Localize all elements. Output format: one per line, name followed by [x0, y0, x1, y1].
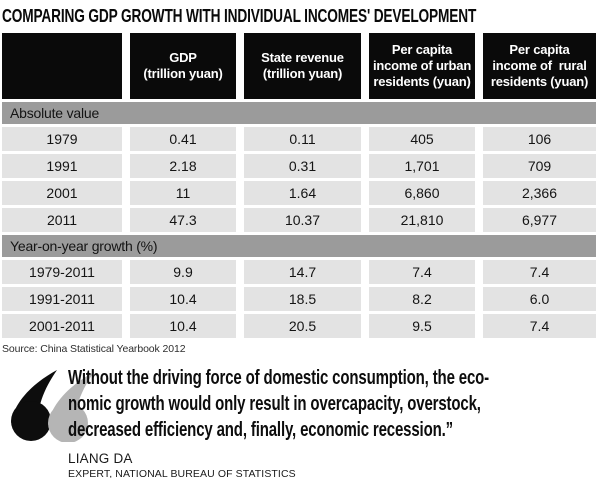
header-line: income of urban: [372, 58, 472, 73]
value-cell: 7.4: [483, 314, 596, 338]
value-cell: 7.4: [483, 260, 596, 284]
value-cell: 7.4: [369, 260, 475, 284]
header-line: (trillion yuan): [262, 66, 343, 81]
value-cell: 709: [483, 154, 596, 178]
row-label-cell: 1979-2011: [2, 260, 122, 284]
value-cell: 11: [130, 181, 236, 205]
value-cell: 1.64: [244, 181, 361, 205]
header-line: Per capita: [509, 42, 570, 57]
quote-block: Without the driving force of domestic co…: [0, 365, 600, 478]
header-cell-gdp: GDP (trillion yuan): [130, 33, 236, 99]
quote-author: LIANG DA: [68, 451, 133, 466]
value-cell: 0.41: [130, 127, 236, 151]
value-cell: 106: [483, 127, 596, 151]
source-note: Source: China Statistical Yearbook 2012: [2, 343, 186, 355]
row-label-cell: 2011: [2, 208, 122, 232]
header-cell-rural-income: Per capita income of rural residents (yu…: [483, 33, 596, 99]
value-cell: 0.11: [244, 127, 361, 151]
row-label-cell: 1991-2011: [2, 287, 122, 311]
value-cell: 47.3: [130, 208, 236, 232]
value-cell: 10.37: [244, 208, 361, 232]
quote-line: nomic growth would only result in overca…: [68, 393, 481, 415]
quote-text: Without the driving force of domestic co…: [68, 365, 533, 443]
header-line: GDP: [169, 50, 197, 65]
header-line: State revenue: [261, 50, 344, 65]
row-label-cell: 1991: [2, 154, 122, 178]
header-cell-urban-income: Per capita income of urban residents (yu…: [369, 33, 475, 99]
header-line: Per capita: [391, 42, 453, 57]
value-cell: 8.2: [369, 287, 475, 311]
value-cell: 9.9: [130, 260, 236, 284]
section-band-absolute-value: Absolute value: [2, 102, 596, 124]
row-label-cell: 1979: [2, 127, 122, 151]
value-cell: 21,810: [369, 208, 475, 232]
header-line: residents (yuan): [373, 74, 471, 89]
value-cell: 6,860: [369, 181, 475, 205]
value-cell: 14.7: [244, 260, 361, 284]
page-title: COMPARING GDP GROWTH WITH INDIVIDUAL INC…: [2, 6, 477, 26]
quote-mark-icon: [11, 370, 94, 442]
value-cell: 6,977: [483, 208, 596, 232]
section-band-yoy-growth: Year-on-year growth (%): [2, 235, 596, 257]
value-cell: 9.5: [369, 314, 475, 338]
value-cell: 405: [369, 127, 475, 151]
header-cell-state-revenue: State revenue (trillion yuan): [244, 33, 361, 99]
value-cell: 10.4: [130, 314, 236, 338]
quote-line: Without the driving force of domestic co…: [68, 367, 490, 389]
value-cell: 18.5: [244, 287, 361, 311]
gdp-comparison-table: GDP (trillion yuan) State revenue (trill…: [2, 33, 596, 338]
value-cell: 1,701: [369, 154, 475, 178]
row-label-cell: 2001: [2, 181, 122, 205]
header-line: (trillion yuan): [143, 66, 223, 81]
header-line: income of rural: [492, 58, 587, 73]
value-cell: 10.4: [130, 287, 236, 311]
value-cell: 2.18: [130, 154, 236, 178]
value-cell: 0.31: [244, 154, 361, 178]
value-cell: 20.5: [244, 314, 361, 338]
row-label-cell: 2001-2011: [2, 314, 122, 338]
header-line: residents (yuan): [490, 74, 589, 89]
value-cell: 6.0: [483, 287, 596, 311]
value-cell: 2,366: [483, 181, 596, 205]
quote-line: decreased efficiency and, finally, econo…: [68, 419, 453, 441]
quote-author-role: EXPERT, NATIONAL BUREAU OF STATISTICS: [68, 468, 296, 478]
header-cell-blank: [2, 33, 122, 99]
